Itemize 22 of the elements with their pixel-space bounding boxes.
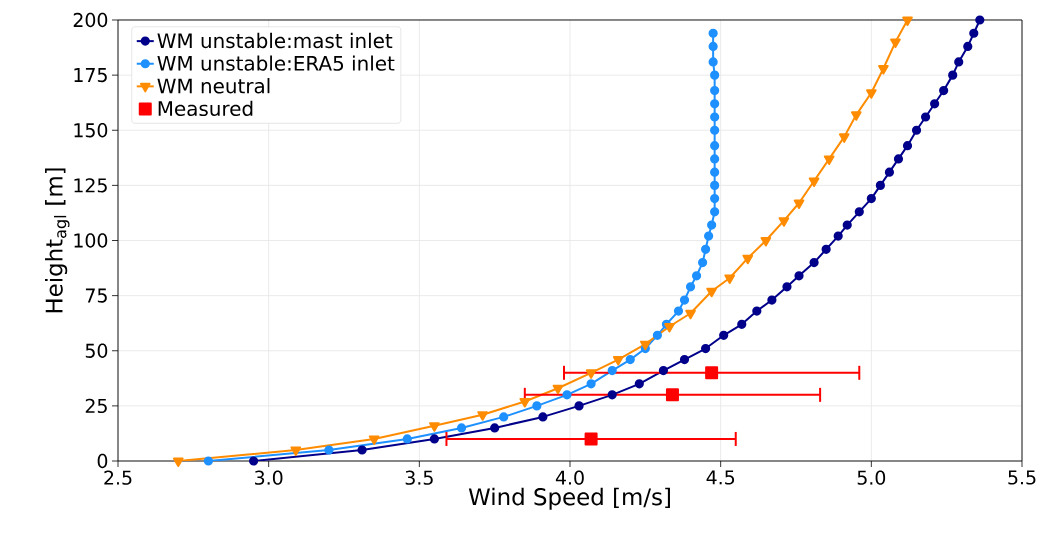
- x-tick-label: 5.0: [857, 470, 886, 485]
- y-axis-title: Height$_{agl}$ [m]: [45, 168, 70, 313]
- legend-label: WM neutral: [157, 78, 270, 94]
- x-tick-label: 3.5: [405, 470, 433, 485]
- y-tick-label: 150: [74, 123, 108, 138]
- y-tick-label: 200: [73, 12, 108, 28]
- x-tick-label: 2.5: [104, 470, 132, 485]
- y-tick-label: 175: [74, 68, 107, 83]
- x-tick-label: 5.5: [1008, 470, 1036, 485]
- y-tick-label: 125: [74, 178, 107, 193]
- legend-label: WM unstable:ERA5 inlet: [157, 55, 395, 71]
- x-tick-label: 4.0: [555, 470, 584, 485]
- legend-label: WM unstable:mast inlet: [157, 32, 393, 49]
- x-axis-title: Wind Speed [m/s]: [468, 487, 670, 510]
- y-tick-label: 0: [97, 453, 108, 469]
- y-tick-label: 100: [74, 233, 108, 248]
- y-tick-label: 50: [85, 343, 108, 358]
- y-tick-label: 25: [85, 398, 107, 414]
- legend-label: Measured: [158, 100, 253, 117]
- y-tick-label: 75: [85, 288, 107, 303]
- x-tick-label: 4.5: [706, 470, 735, 485]
- x-tick-label: 3.0: [255, 470, 283, 485]
